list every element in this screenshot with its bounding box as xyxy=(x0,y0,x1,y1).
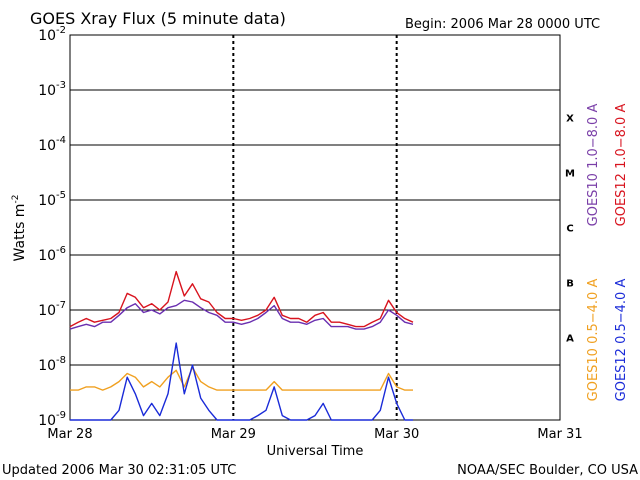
flare-class-c: C xyxy=(566,224,573,235)
y-axis-label: Watts m-2 xyxy=(11,195,28,262)
updated-timestamp: Updated 2006 Mar 30 02:31:05 UTC xyxy=(2,463,236,478)
legend-short-channel: GOES10 0.5−4.0 A GOES12 0.5−4.0 A xyxy=(586,279,629,402)
plot-frame xyxy=(69,34,561,421)
series-layer xyxy=(69,270,414,421)
y-tick-label-1: 10-3 xyxy=(38,80,66,99)
x-tick-label-1: Mar 29 xyxy=(211,427,256,442)
series-line-0 xyxy=(69,299,414,330)
legend-long-entry-0: GOES10 1.0−8.0 A xyxy=(586,104,601,227)
series-line-3 xyxy=(70,342,413,421)
series-line-2 xyxy=(70,366,413,391)
x-tick-label-2: Mar 30 xyxy=(374,427,419,442)
legend-long-channel: GOES10 1.0−8.0 A GOES12 1.0−8.0 A xyxy=(586,104,629,227)
chart-title: GOES Xray Flux (5 minute data) xyxy=(30,9,286,28)
y-tick-label-7: 10-9 xyxy=(38,410,66,429)
y-tick-label-4: 10-6 xyxy=(38,245,66,264)
flare-class-b: B xyxy=(566,279,574,290)
legend-short-entry-0: GOES10 0.5−4.0 A xyxy=(586,279,601,402)
x-tick-label-0: Mar 28 xyxy=(47,427,92,442)
begin-label: Begin: 2006 Mar 28 0000 UTC xyxy=(405,17,600,32)
flare-class-x: X xyxy=(566,114,574,125)
x-axis-ticks: Mar 28 Mar 29 Mar 30 Mar 31 xyxy=(47,427,582,442)
y-tick-label-5: 10-7 xyxy=(38,300,66,319)
legend-short-entry-1: GOES12 0.5−4.0 A xyxy=(614,279,629,402)
series-line-1 xyxy=(69,270,414,328)
credit-label: NOAA/SEC Boulder, CO USA xyxy=(457,463,638,478)
day-dividers xyxy=(232,35,398,420)
y-tick-label-3: 10-5 xyxy=(38,190,66,209)
y-tick-label-0: 10-2 xyxy=(38,25,66,44)
flare-class-m: M xyxy=(565,169,575,180)
y-tick-label-6: 10-8 xyxy=(38,355,66,374)
flare-class-labels: X M C B A xyxy=(565,114,575,345)
flare-class-a: A xyxy=(566,334,574,345)
legend-long-entry-1: GOES12 1.0−8.0 A xyxy=(614,104,629,227)
x-tick-label-3: Mar 31 xyxy=(537,427,582,442)
gridlines xyxy=(70,89,560,366)
y-axis-ticks: 10-2 10-3 10-4 10-5 10-6 10-7 10-8 10-9 xyxy=(38,25,560,429)
x-axis-label: Universal Time xyxy=(267,444,364,459)
y-tick-label-2: 10-4 xyxy=(38,135,66,154)
